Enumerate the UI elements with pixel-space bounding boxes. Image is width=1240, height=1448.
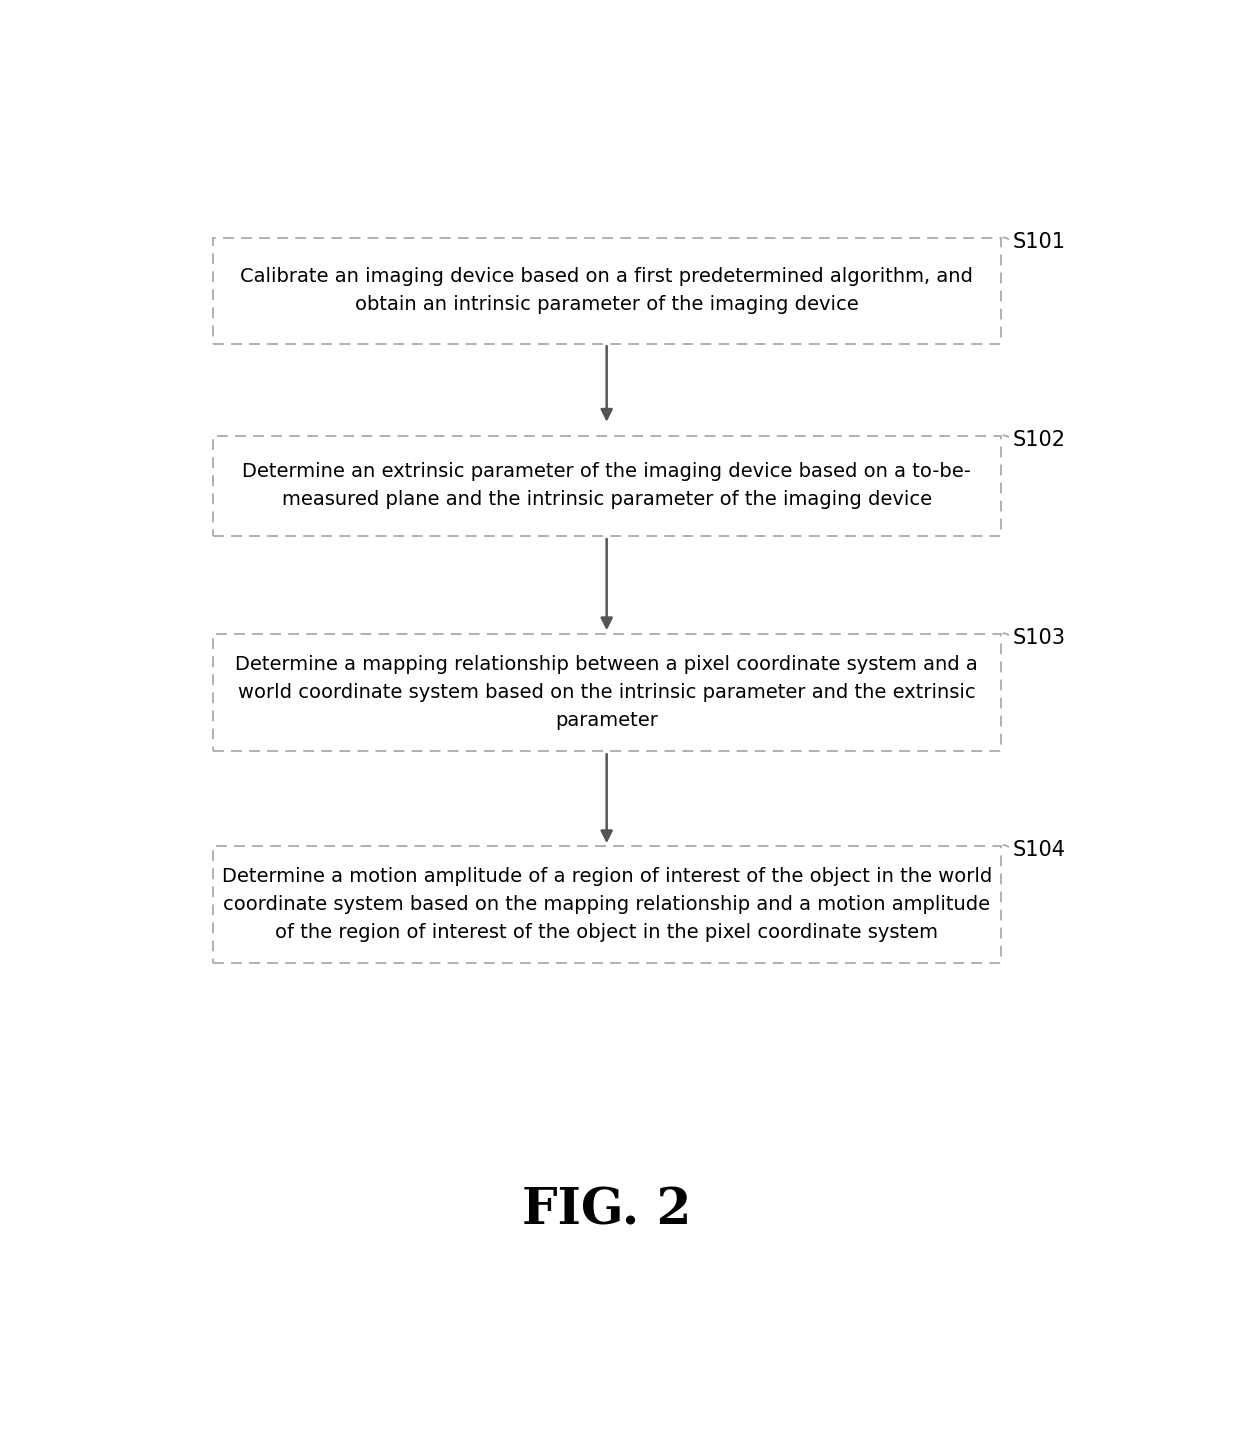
Text: Calibrate an imaging device based on a first predetermined algorithm, and
obtain: Calibrate an imaging device based on a f… [241, 268, 973, 314]
Text: Determine a motion amplitude of a region of interest of the object in the world
: Determine a motion amplitude of a region… [222, 866, 992, 941]
FancyBboxPatch shape [213, 436, 1001, 536]
FancyBboxPatch shape [213, 846, 1001, 963]
Text: S102: S102 [1012, 430, 1065, 450]
Text: S103: S103 [1012, 628, 1065, 649]
Text: Determine an extrinsic parameter of the imaging device based on a to-be-
measure: Determine an extrinsic parameter of the … [242, 462, 971, 510]
FancyBboxPatch shape [213, 634, 1001, 750]
Text: S104: S104 [1012, 840, 1065, 860]
FancyBboxPatch shape [213, 237, 1001, 343]
Text: S101: S101 [1012, 232, 1065, 252]
Text: Determine a mapping relationship between a pixel coordinate system and a
world c: Determine a mapping relationship between… [236, 654, 978, 730]
Text: FIG. 2: FIG. 2 [522, 1186, 692, 1235]
